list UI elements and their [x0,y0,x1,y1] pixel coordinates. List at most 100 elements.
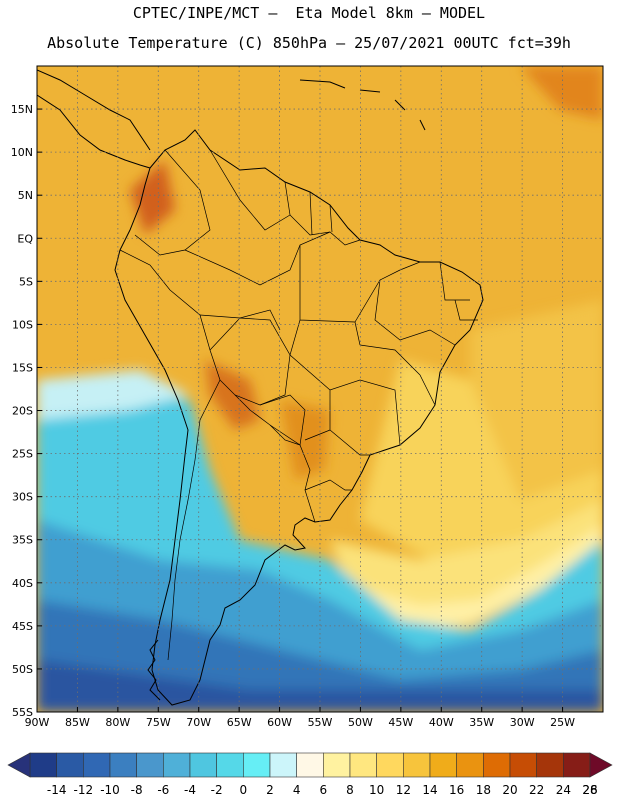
colorbar-swatch [189,752,217,778]
border-paraguay [259,394,306,446]
colorbar-label: 26 [582,783,597,797]
lat-label: 30S [12,491,33,504]
colorbar-swatch [509,752,537,778]
field-hot-caribbean [520,66,603,120]
border-argentina-chile [167,379,221,661]
colorbar-swatch [109,752,137,778]
colorbar-swatch [323,752,351,778]
lon-label: 45W [388,716,413,729]
colorbar-labels: -14 -12 -10 -8 -6 -4 -2 0 2 4 6 8 10 12 14 16 18 20 22 24 26… [47,783,598,797]
longitude-labels: 90W 85W 80W 75W 70W 65W 60W 55W 50W 45W 40W 35W 30W 2… [25,716,576,729]
central-america-north-coast [37,69,151,151]
lat-label: 5N [18,189,33,202]
brazil-states [289,245,478,456]
colorbar-label: 20 [502,783,517,797]
lat-label: 10N [11,146,33,159]
colorbar-swatch [136,752,164,778]
colorbar-swatch [56,752,84,778]
lon-label: 70W [186,716,211,729]
colorbar-swatch [269,752,297,778]
colorbar-label: 4 [293,783,301,797]
field-front-yellow [330,500,603,620]
field-hot-colombia [130,160,175,235]
central-america-coastline [37,94,151,169]
lat-label: 15N [11,103,33,116]
colorbar-label: -6 [157,783,169,797]
colorbar-swatch [563,752,591,778]
field-atlantic-mild [360,360,603,560]
colorbar-label: 18 [476,783,491,797]
colorbar-swatch [29,752,57,778]
lat-label: 5S [19,275,33,288]
colorbar-swatch [83,752,111,778]
colorbar-label: -8 [131,783,143,797]
lon-label: 65W [227,716,252,729]
colorbar-label: 22 [529,783,544,797]
lat-label: 35S [12,534,33,547]
colorbar-swatch [536,752,564,778]
lat-label: EQ [17,232,33,245]
lon-label: 25W [550,716,575,729]
field-front-pale [350,525,603,630]
colorbar-label: 24 [556,783,571,797]
colorbar-label: 0 [240,783,248,797]
border-uruguay [304,479,352,491]
colorbar-label: 6 [320,783,328,797]
field-cold-deepest [37,660,603,712]
lon-label: 90W [25,716,50,729]
lat-label: 55S [12,706,33,719]
lat-label: 10S [12,318,33,331]
lon-label: 75W [146,716,171,729]
map-title: CPTEC/INPE/MCT – Eta Model 8km – MODEL [132,4,486,22]
colorbar-label: 14 [422,783,437,797]
map-subtitle: Absolute Temperature (C) 850hPa – 25/07/… [47,34,571,52]
lon-label: 60W [267,716,292,729]
chile-fjords [147,639,161,701]
colorbar-swatch [349,752,377,778]
axis-ticks [36,108,564,713]
lat-label: 20S [12,405,33,418]
lon-label: 55W [308,716,333,729]
colorbar-label: -12 [74,783,94,797]
lon-label: 30W [510,716,535,729]
colorbar-swatch [243,752,271,778]
lat-label: 45S [12,620,33,633]
colorbar-swatch [376,752,404,778]
lon-label: 50W [348,716,373,729]
colorbar-label: -14 [47,783,67,797]
border-colombia [134,149,211,256]
lat-label: 25S [12,448,33,461]
lat-label: 50S [12,663,33,676]
colorbar-swatch [456,752,484,778]
colorbar-label: 12 [396,783,411,797]
colorbar-label: -2 [211,783,223,797]
colorbar-swatch [483,752,511,778]
colorbar-label: 8 [346,783,354,797]
lon-label: 35W [469,716,494,729]
caribbean-islands [299,79,426,131]
colorbar-label: 10 [369,783,384,797]
border-venezuela [209,149,291,231]
lat-label: 40S [12,577,33,590]
border-brazil-west [184,231,331,331]
colorbar-swatch [429,752,457,778]
colorbar-label: 28 [582,783,597,797]
lon-label: 80W [105,716,130,729]
colorbar-label: -4 [184,783,196,797]
colorbar-swatch [296,752,324,778]
colorbar-label: -10 [100,783,120,797]
colorbar-swatch [163,752,191,778]
border-bolivia [209,317,291,406]
colorbar-swatch [216,752,244,778]
colorbar-label: 16 [449,783,464,797]
lon-label: 40W [429,716,454,729]
country-borders [119,149,478,661]
latitude-labels: 15N 10N 5N EQ 5S 10S 15S 20S 25S 30S 35S 40S 45S 50S 5… [11,103,34,719]
colorbar-swatch [403,752,431,778]
lat-label: 15S [12,361,33,374]
field-cold-edge [37,370,190,420]
colorbar-label: 2 [266,783,274,797]
field-hot-chaco [205,360,260,430]
border-ecuador-peru [119,249,221,381]
